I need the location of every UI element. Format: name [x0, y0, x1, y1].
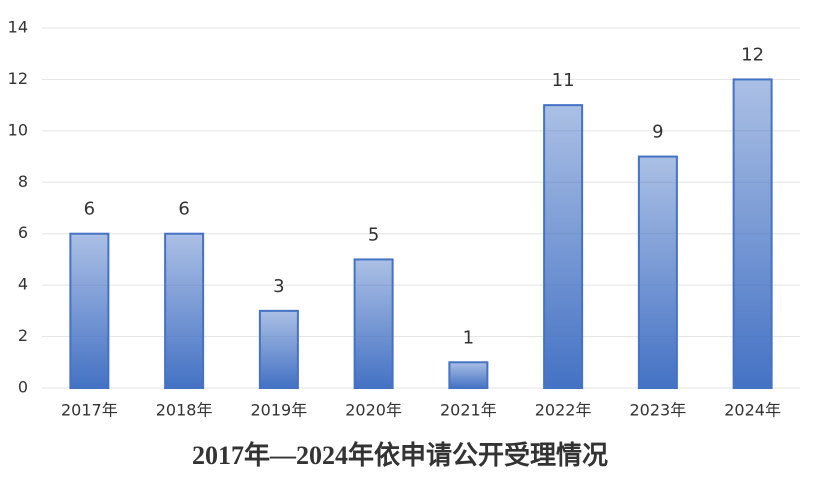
y-tick-label: 14	[8, 18, 28, 37]
bar	[543, 104, 584, 390]
y-tick-label: 6	[18, 223, 28, 242]
x-tick-label: 2018年	[156, 401, 213, 420]
x-tick-label: 2021年	[440, 401, 497, 420]
bar	[637, 155, 678, 389]
bar	[69, 232, 110, 389]
x-tick-label: 2020年	[345, 401, 402, 420]
x-tick-label: 2023年	[630, 401, 687, 420]
data-label: 6	[178, 199, 189, 220]
bar	[258, 309, 299, 390]
chart-title: 2017年—2024年依申请公开受理情况	[192, 440, 608, 470]
y-tick-label: 4	[18, 275, 28, 294]
y-tick-label: 12	[8, 69, 28, 88]
x-tick-label: 2022年	[535, 401, 592, 420]
data-label: 3	[273, 276, 284, 297]
x-tick-label: 2017年	[61, 401, 118, 420]
x-tick-label: 2019年	[251, 401, 308, 420]
bar	[448, 361, 489, 389]
y-tick-label: 0	[18, 378, 28, 397]
bar	[164, 232, 205, 389]
data-label: 5	[368, 224, 379, 245]
data-label: 12	[741, 44, 764, 65]
bar	[732, 78, 773, 390]
bar	[353, 258, 394, 389]
y-tick-label: 8	[18, 172, 28, 191]
data-label: 9	[652, 122, 663, 143]
y-tick-label: 2	[18, 326, 28, 345]
data-label: 11	[552, 70, 575, 91]
data-label: 1	[463, 327, 474, 348]
data-label: 6	[84, 199, 95, 220]
y-tick-label: 10	[8, 120, 28, 139]
x-tick-label: 2024年	[724, 401, 781, 420]
